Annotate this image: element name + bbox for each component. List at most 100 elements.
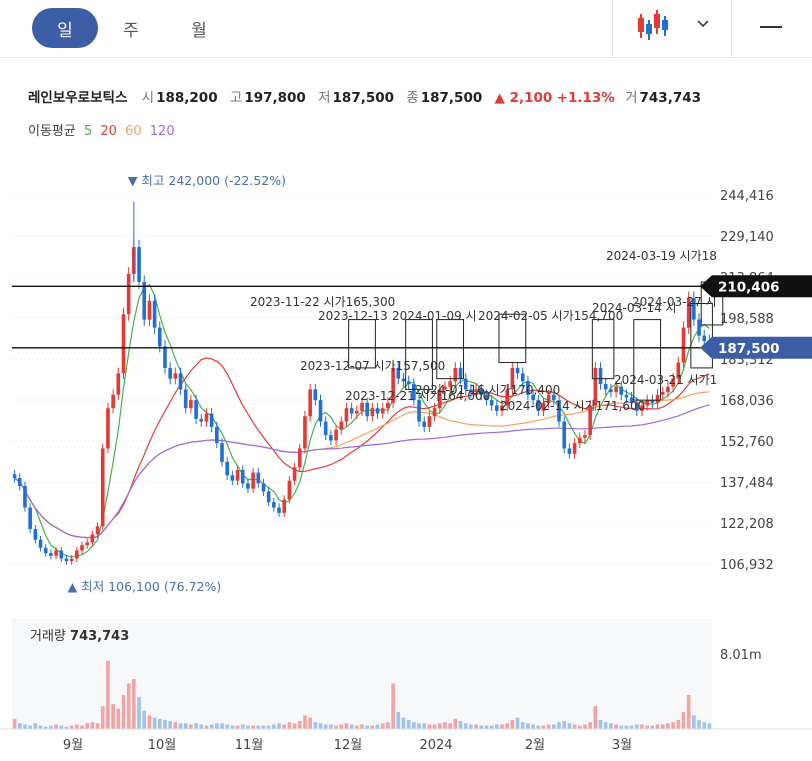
volume-bar [12, 718, 17, 729]
volume-bar [69, 725, 74, 729]
annotation-box [591, 319, 615, 380]
volume-bar [531, 724, 535, 729]
candle-body [489, 400, 494, 406]
annotation-label: 2024-03-14 시 [592, 301, 677, 315]
tab-week[interactable]: 주 [123, 20, 139, 41]
candle-body [194, 400, 198, 419]
volume-bar [515, 717, 520, 729]
volume-bar [557, 722, 561, 729]
tab-month[interactable]: 월 [191, 20, 207, 41]
candle-body [111, 394, 115, 409]
candle-body [375, 408, 380, 414]
low-marker: ▲ 최저 106,100 (76.72%) [68, 579, 222, 594]
menu-icon [760, 26, 782, 28]
volume-bar [443, 722, 447, 729]
candle-body [85, 542, 89, 546]
candle-body [650, 400, 655, 403]
volume-bar [111, 704, 115, 729]
volume-bar [406, 719, 411, 729]
candle-body [412, 384, 416, 401]
volume-bar [650, 725, 655, 729]
volume-chart[interactable]: 8.01m 9월 10월 11월 12월 2024 2월 3월 [0, 618, 812, 761]
candle-body [43, 547, 48, 554]
candle-body [520, 373, 525, 382]
candle-body [396, 367, 401, 379]
volume-bar [59, 725, 64, 729]
candle-body [287, 480, 292, 500]
volume-bar [121, 694, 126, 729]
x-tick-label: 9월 [63, 738, 83, 753]
candle-body [282, 499, 287, 513]
menu-button[interactable] [760, 18, 784, 38]
candle-body [500, 405, 504, 411]
annotation-label: 2024-03-21 시가1 [614, 373, 717, 387]
ma-120: 120 [149, 124, 175, 139]
volume-bar [676, 719, 681, 729]
volume-bar [635, 724, 639, 729]
candle-body [209, 413, 214, 427]
volume-bar [541, 725, 546, 729]
volume-bar [614, 724, 618, 729]
volume-bar [173, 722, 178, 729]
candle-body [609, 389, 613, 393]
volume-bar [287, 722, 292, 729]
candle-body [671, 378, 675, 387]
volume-bar [458, 721, 463, 729]
volume-bar [163, 719, 167, 729]
candle-body [277, 507, 281, 513]
volume-bar [510, 719, 515, 729]
moving-average-legend[interactable]: 이동평균 5 20 60 120 [28, 120, 179, 139]
x-tick-label: 10월 [148, 738, 177, 753]
volume-bar [391, 683, 395, 729]
candle-body [355, 410, 359, 414]
volume-bar [365, 725, 369, 729]
price-chart[interactable]: 244,416229,140213,864198,588183,312168,0… [0, 160, 812, 600]
tab-day[interactable]: 일 [32, 8, 98, 48]
y-tick-label: 152,760 [720, 435, 774, 450]
volume-bar [500, 724, 504, 729]
stock-name: 레인보우로보틱스 [28, 90, 128, 106]
open-label: 시 [141, 90, 155, 106]
volume-bar [375, 724, 380, 729]
candle-body [220, 443, 224, 462]
volume-bar [90, 722, 95, 729]
candle-body [562, 421, 567, 449]
volume-bar [702, 722, 707, 729]
candle-body [380, 408, 385, 414]
volume-bar [220, 723, 224, 729]
volume-bar [261, 725, 266, 729]
volume-bar [422, 723, 427, 729]
volume-bar [593, 706, 598, 729]
candle-body [495, 405, 499, 411]
volume-panel-title: 거래량 743,743 [30, 625, 129, 644]
candle-body [453, 367, 458, 382]
candle-body [121, 314, 126, 374]
candle-body [401, 378, 406, 382]
candle-body [479, 389, 484, 395]
candle-body [230, 475, 235, 481]
volume-bar [204, 725, 209, 729]
candle-body [603, 384, 608, 390]
volume-bar [157, 718, 162, 729]
candle-body [80, 545, 84, 551]
candle-body [676, 362, 681, 379]
candle-body [147, 300, 152, 320]
chart-type-selector[interactable] [612, 0, 732, 58]
volume-bar [370, 725, 375, 729]
candle-body [702, 335, 707, 342]
y-tick-label: 229,140 [720, 230, 774, 245]
volume-bar [297, 721, 302, 729]
volume-bar [469, 724, 473, 729]
volume-bar [100, 706, 105, 729]
candle-body [178, 373, 183, 390]
candle-body [323, 421, 328, 436]
candle-body [100, 448, 105, 527]
candle-body [510, 367, 515, 390]
annotation-box [436, 319, 465, 380]
volume-bar [671, 722, 675, 729]
volume-max-label: 8.01m [720, 648, 762, 663]
candle-body [386, 402, 390, 409]
candle-body [624, 394, 629, 398]
annotation-label: 2024-02-14 시가171,600 [500, 399, 645, 413]
candle-body [116, 373, 121, 395]
